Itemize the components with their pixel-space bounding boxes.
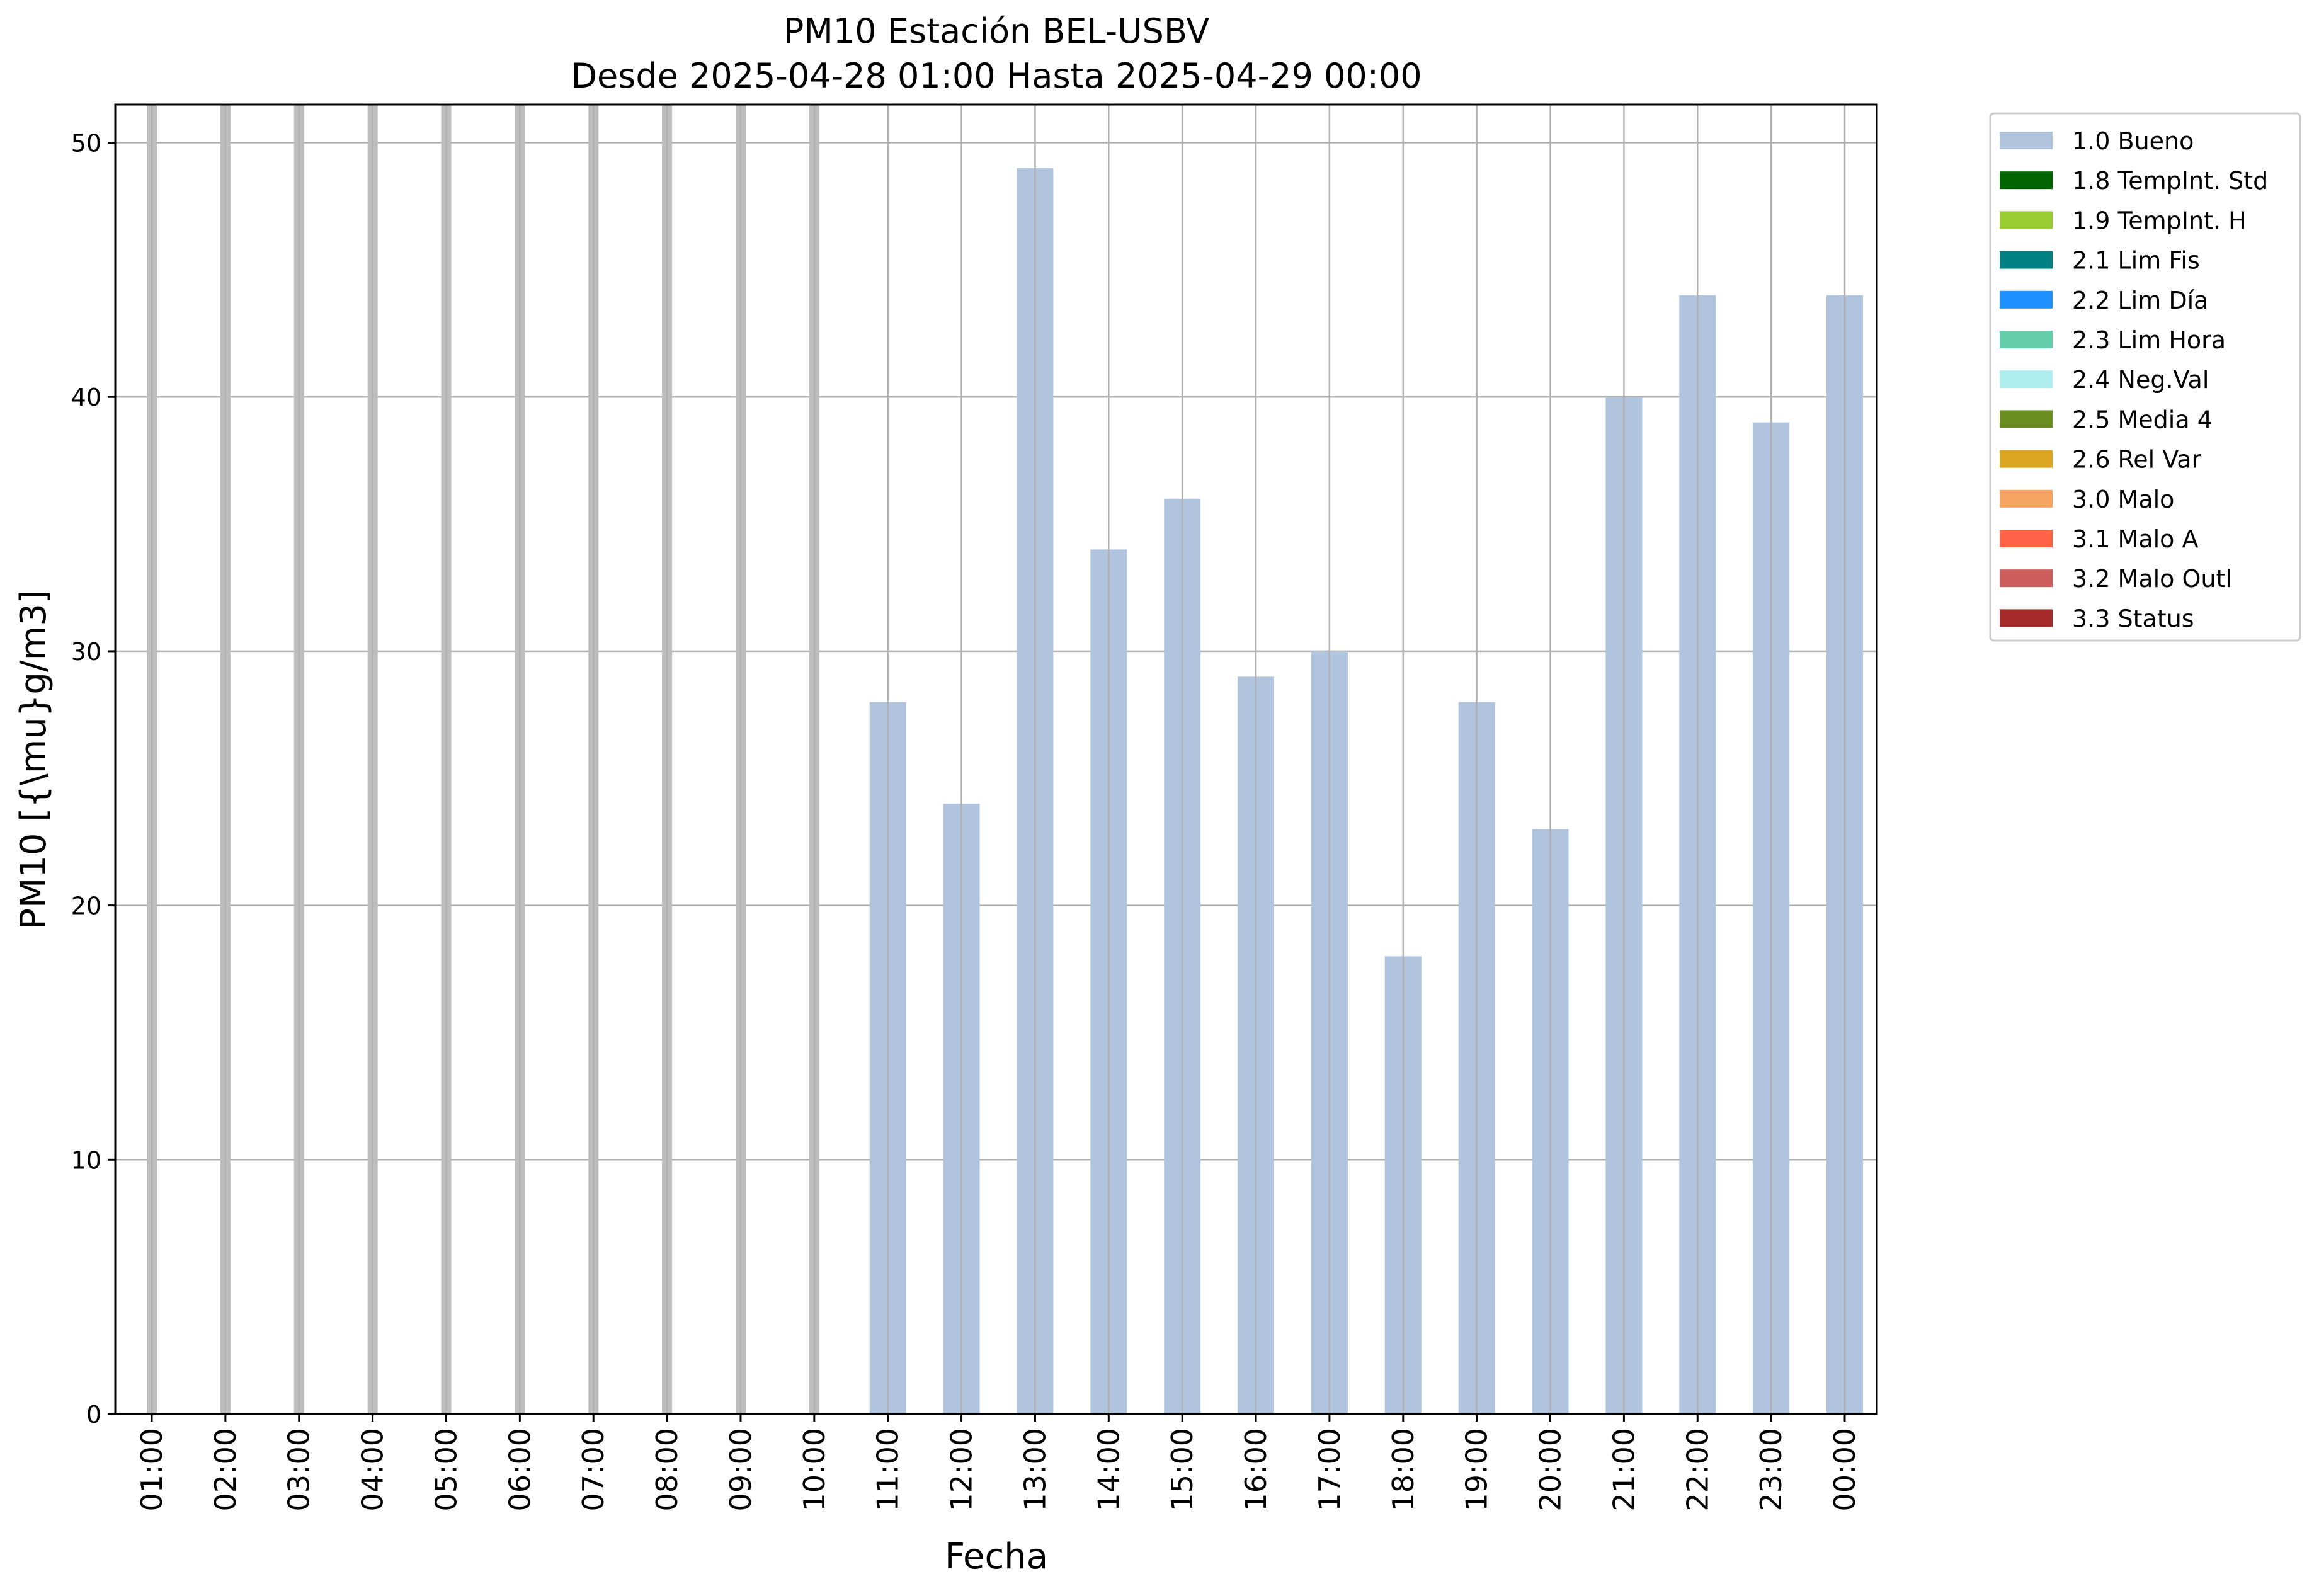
legend-swatch: [2000, 569, 2053, 588]
chart-subtitle: Desde 2025-04-28 01:00 Hasta 2025-04-29 …: [571, 56, 1422, 96]
legend-frame: [1989, 112, 2301, 642]
x-tick-label: 07:00: [576, 1428, 610, 1512]
legend: 1.0 Bueno 1.8 TempInt. Std 1.9 TempInt. H 2…: [1989, 112, 2301, 642]
legend-swatch: [2000, 211, 2053, 229]
y-axis: 0 10 20 30 40 50: [71, 130, 115, 1428]
legend-label: 3.0 Malo: [2072, 486, 2174, 513]
y-axis-label: PM10 [{\mu}g/m3]: [13, 590, 54, 930]
x-tick-label: 14:00: [1091, 1428, 1125, 1512]
legend-swatch: [2000, 609, 2053, 627]
legend-label: 2.4 Neg.Val: [2072, 366, 2209, 394]
x-tick-label: 12:00: [945, 1428, 979, 1512]
legend-swatch: [2000, 132, 2053, 149]
vertical-grid: [151, 105, 1846, 1414]
x-tick-label: 04:00: [356, 1428, 390, 1512]
x-tick-label: 19:00: [1460, 1428, 1494, 1512]
legend-label: 2.5 Media 4: [2072, 406, 2213, 433]
x-tick-label: 10:00: [797, 1428, 831, 1512]
legend-swatch: [2000, 530, 2053, 547]
legend-label: 3.2 Malo Outl: [2072, 565, 2232, 593]
x-axis-label: Fecha: [945, 1536, 1048, 1577]
x-tick-label: 16:00: [1239, 1428, 1273, 1512]
legend-swatch: [2000, 489, 2053, 508]
x-tick-label: 03:00: [282, 1428, 316, 1512]
legend-swatch: [2000, 331, 2053, 348]
x-tick-label: 00:00: [1828, 1428, 1862, 1512]
legend-swatch: [2000, 171, 2053, 190]
x-tick-label: 15:00: [1165, 1428, 1199, 1512]
x-tick-label: 23:00: [1754, 1428, 1788, 1512]
y-tick-label: 50: [71, 130, 101, 157]
legend-swatch: [2000, 290, 2053, 309]
plot-frame: [114, 103, 1878, 1415]
legend-label: 1.8 TempInt. Std: [2072, 167, 2268, 195]
y-tick-label: 10: [71, 1146, 101, 1174]
legend-label: 3.1 Malo A: [2072, 525, 2198, 553]
y-tick-label: 40: [71, 384, 101, 411]
x-tick-label: 17:00: [1313, 1428, 1347, 1512]
x-tick-label: 05:00: [429, 1428, 463, 1512]
legend-label: 2.6 Rel Var: [2072, 446, 2202, 474]
legend-label: 3.3 Status: [2072, 605, 2194, 632]
legend-swatch: [2000, 370, 2053, 389]
x-axis: 01:00 02:00 03:00 04:00 05:00 06:00 07:00 08:00…: [135, 1414, 1862, 1512]
legend-swatch: [2000, 410, 2053, 428]
chart-title: PM10 Estación BEL-USBV: [783, 11, 1210, 51]
legend-swatch: [2000, 450, 2053, 468]
x-tick-label: 22:00: [1680, 1428, 1714, 1512]
y-tick-label: 30: [71, 638, 101, 666]
legend-swatch: [2000, 251, 2053, 269]
plot-background: [115, 105, 1877, 1414]
x-tick-label: 20:00: [1534, 1428, 1568, 1512]
legend-label: 2.2 Lim Día: [2072, 287, 2208, 314]
x-tick-label: 21:00: [1607, 1428, 1641, 1512]
legend-label: 1.9 TempInt. H: [2072, 207, 2247, 234]
x-tick-label: 02:00: [208, 1428, 242, 1512]
x-tick-label: 01:00: [135, 1428, 169, 1512]
legend-label: 2.3 Lim Hora: [2072, 326, 2226, 354]
y-tick-label: 20: [71, 892, 101, 920]
x-tick-label: 06:00: [503, 1428, 537, 1512]
legend-label: 2.1 Lim Fis: [2072, 247, 2200, 275]
legend-label: 1.0 Bueno: [2072, 127, 2194, 155]
x-tick-label: 18:00: [1386, 1428, 1420, 1512]
x-tick-label: 11:00: [871, 1428, 905, 1512]
x-tick-label: 09:00: [724, 1428, 758, 1512]
y-tick-label: 0: [86, 1401, 101, 1428]
x-tick-label: 08:00: [650, 1428, 684, 1512]
x-tick-label: 13:00: [1018, 1428, 1052, 1512]
